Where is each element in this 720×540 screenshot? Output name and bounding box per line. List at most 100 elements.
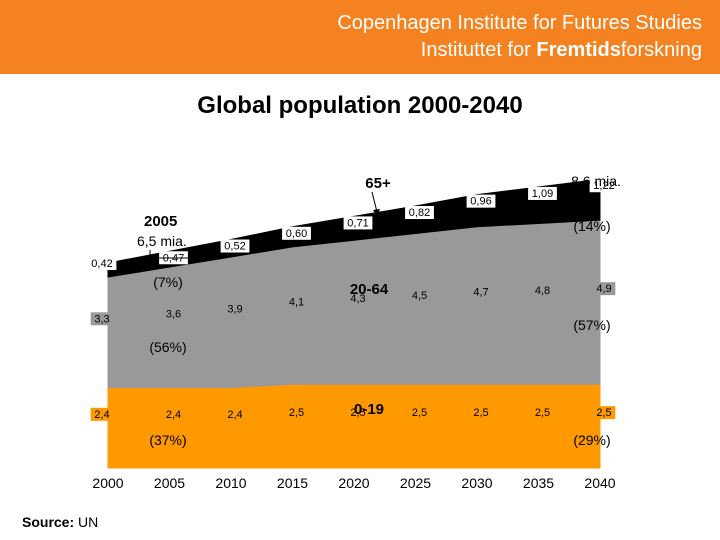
value-text: 0,42 xyxy=(91,258,112,270)
area-0-19 xyxy=(107,383,601,469)
value-text: 3,9 xyxy=(227,303,242,315)
value-text: 2,5 xyxy=(289,407,304,419)
series-label-65plus: 65+ xyxy=(365,175,391,192)
value-box xyxy=(346,292,370,306)
value-label-0-19-2000: 2,4 xyxy=(90,407,114,421)
value-label-0-19-2010: 2,4 xyxy=(223,407,247,421)
x-tick-2015: 2015 xyxy=(277,475,308,491)
value-label-20-64-2020: 4,3 xyxy=(346,292,370,306)
value-box xyxy=(220,239,250,253)
value-box xyxy=(469,285,493,299)
value-label-0-19-2020: 2,5 xyxy=(346,406,370,420)
value-box xyxy=(90,312,114,326)
source-value: UN xyxy=(78,514,99,530)
header-band: Copenhagen Institute for Futures Studies… xyxy=(0,0,720,74)
institute-name-danish-pre: Instituttet for xyxy=(420,39,537,61)
source-note: Source: UN xyxy=(22,514,98,530)
value-box xyxy=(223,302,247,316)
value-box xyxy=(528,186,557,200)
value-text: 4,1 xyxy=(289,297,304,309)
value-label-0-19-2030: 2,5 xyxy=(469,406,493,420)
value-box xyxy=(408,288,431,302)
value-box xyxy=(592,406,616,420)
value-box xyxy=(531,406,554,420)
value-box xyxy=(466,194,496,208)
value-label-20-64-2010: 3,9 xyxy=(223,302,247,316)
value-label-20-64-2005: 3,6 xyxy=(162,307,185,321)
institute-name-danish-bold: Fremtids xyxy=(536,39,621,61)
value-text: 2,5 xyxy=(535,407,550,419)
value-text: 2,4 xyxy=(94,409,109,421)
value-text: 0,96 xyxy=(470,196,491,208)
value-box xyxy=(405,206,434,220)
value-box xyxy=(162,407,185,421)
value-label-65+-2000: 0,42 xyxy=(87,256,117,270)
value-box xyxy=(346,406,370,420)
x-tick-2000: 2000 xyxy=(92,475,123,491)
value-label-0-19-2035: 2,5 xyxy=(531,406,554,420)
share-2040-65plus: (14%) xyxy=(573,218,610,234)
value-box xyxy=(469,406,493,420)
value-label-20-64-2025: 4,5 xyxy=(408,288,431,302)
value-text: 0,82 xyxy=(409,207,430,219)
value-label-65+-2035: 1,09 xyxy=(528,186,557,200)
annotation-total-2040: 8,6 mia. xyxy=(571,173,621,189)
arrow-65plus-line xyxy=(371,191,378,213)
value-box xyxy=(589,179,619,193)
value-text: 2,5 xyxy=(473,407,488,419)
value-box xyxy=(592,282,616,296)
institute-name-danish-post: forskning xyxy=(620,39,702,61)
value-text: 2,5 xyxy=(350,407,365,419)
value-text: 0,71 xyxy=(347,217,368,229)
share-2040-20-64: (57%) xyxy=(573,317,610,333)
institute-name-danish: Instituttet for Fremtidsforskning xyxy=(421,39,702,62)
value-text: 2,5 xyxy=(412,407,427,419)
value-box xyxy=(87,256,117,270)
value-text: 3,3 xyxy=(94,313,109,325)
value-box xyxy=(285,295,308,309)
x-tick-2030: 2030 xyxy=(461,475,492,491)
value-box xyxy=(162,307,185,321)
share-2005-20-64: (56%) xyxy=(149,339,186,355)
x-tick-2040: 2040 xyxy=(584,475,615,491)
x-tick-2005: 2005 xyxy=(154,475,185,491)
value-text: 1,09 xyxy=(532,188,553,200)
value-label-20-64-2015: 4,1 xyxy=(285,295,308,309)
value-text: 4,3 xyxy=(350,293,365,305)
value-text: 2,4 xyxy=(227,409,242,421)
arrow-65plus-head xyxy=(373,209,380,216)
x-tick-2025: 2025 xyxy=(400,475,431,491)
value-label-0-19-2040: 2,5 xyxy=(592,406,616,420)
value-box xyxy=(90,407,114,421)
series-label-0-19: 0-19 xyxy=(354,401,384,418)
value-text: 4,8 xyxy=(535,285,550,297)
annotation-total-2005: 6,5 mia. xyxy=(137,233,187,249)
value-text: 0,52 xyxy=(224,241,245,253)
value-box xyxy=(408,406,431,420)
value-label-65+-2030: 0,96 xyxy=(466,194,496,208)
page-title: Global population 2000-2040 xyxy=(197,92,523,119)
value-label-0-19-2015: 2,5 xyxy=(285,406,308,420)
value-label-20-64-2000: 3,3 xyxy=(90,312,114,326)
value-text: 2,4 xyxy=(166,409,181,421)
share-2005-65plus: (7%) xyxy=(153,274,183,290)
share-2005-0-19: (37%) xyxy=(149,432,186,448)
institute-name-english: Copenhagen Institute for Futures Studies xyxy=(337,12,702,34)
value-box xyxy=(343,216,373,230)
source-label: Source: xyxy=(22,514,75,530)
value-text: 0,60 xyxy=(286,228,307,240)
value-label-0-19-2025: 2,5 xyxy=(408,406,431,420)
value-box xyxy=(285,406,308,420)
value-label-65+-2025: 0,82 xyxy=(405,206,434,220)
value-label-20-64-2040: 4,9 xyxy=(592,282,616,296)
value-box xyxy=(531,283,554,297)
value-label-65+-2040: 1,22 xyxy=(589,179,619,193)
value-text: 4,9 xyxy=(596,283,611,295)
value-text: 4,5 xyxy=(412,290,427,302)
value-label-0-19-2005: 2,4 xyxy=(162,407,185,421)
x-tick-2035: 2035 xyxy=(523,475,554,491)
value-text: 3,6 xyxy=(166,308,181,320)
value-label-65+-2010: 0,52 xyxy=(220,239,250,253)
value-box xyxy=(282,226,311,240)
